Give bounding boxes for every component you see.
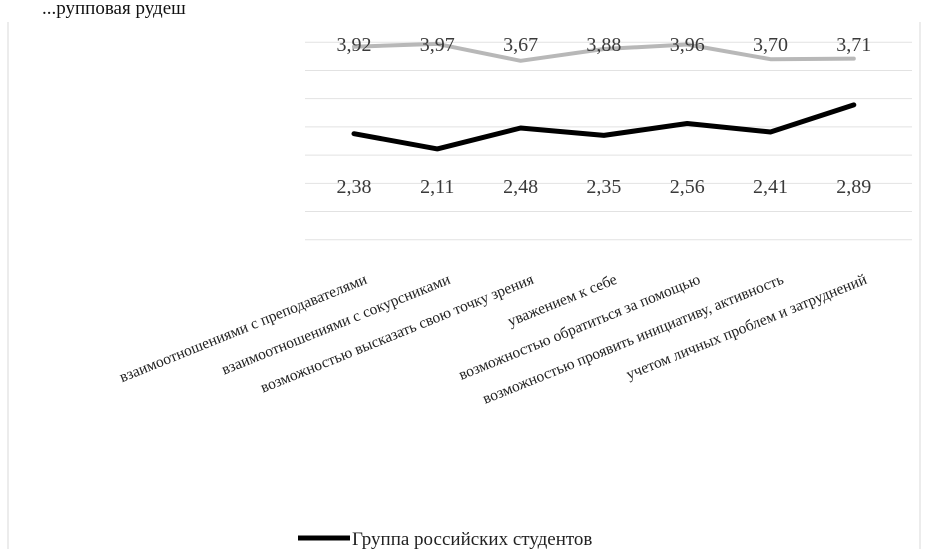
series-1-value-label: 3,67 [503,34,538,56]
series-2-value-label: 2,38 [337,176,372,198]
series-2-value-label: 2,41 [753,176,788,198]
series-1-value-label: 3,71 [836,34,871,56]
value-labels: 3,92 3,97 3,67 3,88 3,96 3,70 3,71 2,38 2,11 2,48… [337,34,872,198]
legend: Группа российских студентов [298,529,592,549]
header-text: ...рупповая рудеш [42,0,186,19]
series-1-value-label: 3,92 [337,34,372,56]
series-1-value-label: 3,96 [670,34,705,56]
legend-label: Группа российских студентов [352,529,592,549]
series-1-value-label: 3,70 [753,34,788,56]
category-labels: взаимоотношениями с преподавателямивзаим… [117,271,869,408]
series-2-value-label: 2,48 [503,176,538,198]
series-2-value-label: 2,35 [586,176,621,198]
series-2-value-label: 2,11 [420,176,454,198]
gridlines [305,41,912,241]
series-2-value-label: 2,89 [836,176,871,198]
series-lines [351,41,857,152]
series-2-value-label: 2,56 [670,176,705,198]
series-1-value-label: 3,88 [586,34,621,56]
series-1-value-label: 3,97 [420,34,455,56]
